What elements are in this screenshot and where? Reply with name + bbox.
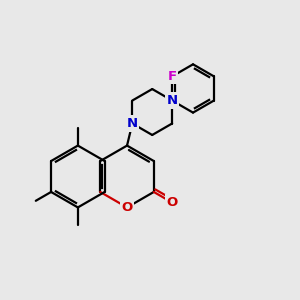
Text: O: O xyxy=(122,201,133,214)
Text: N: N xyxy=(127,117,138,130)
Text: N: N xyxy=(167,94,178,107)
Text: O: O xyxy=(167,196,178,209)
Text: F: F xyxy=(168,70,177,83)
